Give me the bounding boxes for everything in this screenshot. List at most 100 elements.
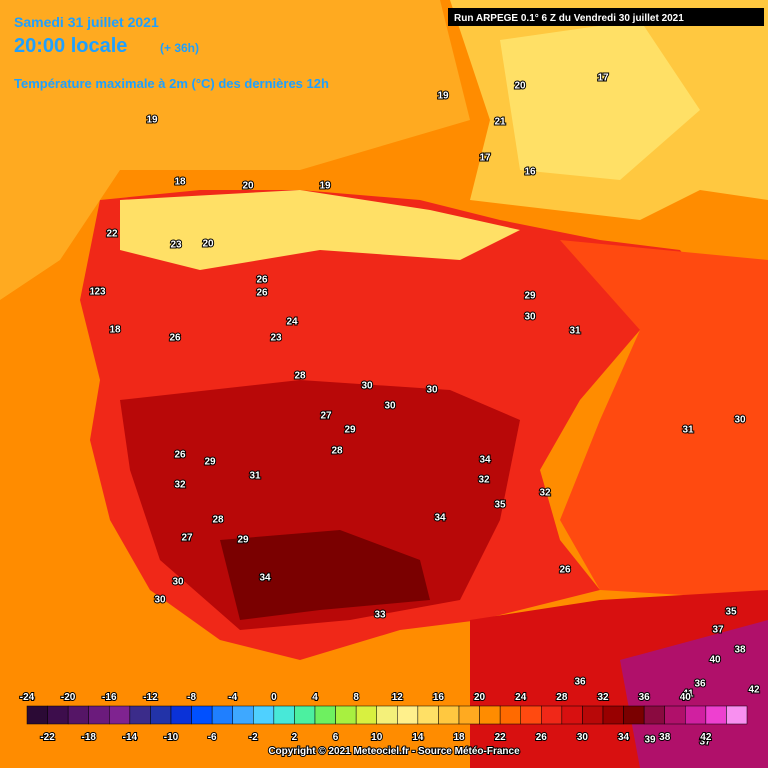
- date: Samedi 31 juillet 2021: [14, 14, 159, 30]
- colorbar-swatch: [335, 705, 357, 725]
- colorbar-swatch: [67, 705, 89, 725]
- colorbar-label: 38: [659, 732, 671, 743]
- temperature-label: 30: [734, 415, 746, 426]
- colorbar-label: -22: [40, 732, 55, 743]
- colorbar-swatch: [520, 705, 542, 725]
- colorbar-swatch: [232, 705, 254, 725]
- colorbar-swatch: [376, 705, 398, 725]
- colorbar-label: -12: [143, 692, 158, 703]
- colorbar-label: 32: [597, 692, 609, 703]
- temperature-label: 19: [319, 181, 331, 192]
- temperature-label: 32: [478, 475, 490, 486]
- temperature-label: 41: [682, 689, 694, 700]
- temperature-label: 31: [569, 326, 581, 337]
- temperature-label: 29: [204, 457, 216, 468]
- colorbar-swatch: [355, 705, 377, 725]
- temperature-label: 31: [249, 471, 261, 482]
- colorbar-label: 12: [392, 692, 404, 703]
- temperature-label: 36: [574, 677, 586, 688]
- colorbar-swatch: [685, 705, 707, 725]
- temperature-label: 21: [494, 117, 506, 128]
- colorbar-swatch: [150, 705, 172, 725]
- temperature-label: 39: [644, 735, 656, 746]
- colorbar-label: 40: [680, 692, 692, 703]
- run-box: [448, 8, 764, 26]
- colorbar-swatch: [664, 705, 686, 725]
- mediterranean: [560, 240, 768, 600]
- colorbar-label: -18: [81, 732, 96, 743]
- temperature-label: 31: [682, 425, 694, 436]
- france-cool: [500, 20, 700, 180]
- atlantic-north: [0, 0, 470, 300]
- colorbar-label: 24: [515, 692, 527, 703]
- colorbar: -24 -20 -16 -12 -8 -4 0 4 8 12 16 20 24 28 32 36 40-22 -1…: [19, 691, 748, 744]
- colorbar-swatch: [561, 705, 583, 725]
- temperature-label: 20: [514, 81, 526, 92]
- temperature-label: 17: [597, 73, 609, 84]
- colorbar-swatch: [602, 705, 624, 725]
- colorbar-label: 30: [577, 732, 589, 743]
- colorbar-label: -4: [228, 692, 237, 703]
- colorbar-swatch: [582, 705, 604, 725]
- temperature-label: 30: [154, 595, 166, 606]
- colorbar-label: -20: [61, 692, 76, 703]
- temperature-label: 37: [712, 625, 724, 636]
- temperature-label: 42: [748, 685, 760, 696]
- temperature-label: 30: [524, 312, 536, 323]
- temperature-label: 20: [242, 181, 254, 192]
- colorbar-label: -24: [20, 692, 35, 703]
- temperature-label: 28: [294, 371, 306, 382]
- colorbar-label: 4: [312, 692, 318, 703]
- colorbar-swatch: [458, 705, 480, 725]
- temperature-label: 23: [94, 287, 106, 298]
- temperature-label: 30: [426, 385, 438, 396]
- colorbar-swatch: [129, 705, 151, 725]
- temperature-label: 23: [270, 333, 282, 344]
- colorbar-swatch: [479, 705, 501, 725]
- temperature-label: 35: [494, 500, 506, 511]
- colorbar-swatch: [47, 705, 69, 725]
- colorbar-swatch: [499, 705, 521, 725]
- temperature-label: 36: [694, 679, 706, 690]
- colorbar-label: 6: [333, 732, 339, 743]
- temperature-label: 38: [734, 645, 746, 656]
- temperature-label: 34: [259, 573, 271, 584]
- temperature-label: 29: [344, 425, 356, 436]
- colorbar-label: 42: [700, 732, 712, 743]
- colorbar-label: 34: [618, 732, 630, 743]
- colorbar-swatch: [643, 705, 665, 725]
- colorbar-swatch: [623, 705, 645, 725]
- andalusia-hot: [220, 530, 430, 620]
- colorbar-swatch: [253, 705, 275, 725]
- temperature-label: 26: [559, 565, 571, 576]
- temperature-label: 32: [174, 480, 186, 491]
- temperature-label: 19: [146, 115, 158, 126]
- temperature-label: 26: [256, 275, 268, 286]
- colorbar-swatch: [541, 705, 563, 725]
- colorbar-label: 28: [556, 692, 568, 703]
- temperature-label: 26: [256, 288, 268, 299]
- colorbar-label: 36: [639, 692, 651, 703]
- colorbar-label: 0: [271, 692, 277, 703]
- colorbar-label: 14: [412, 732, 424, 743]
- temperature-label: 27: [320, 411, 332, 422]
- temperature-label: 40: [709, 655, 721, 666]
- colorbar-label: 8: [353, 692, 359, 703]
- colorbar-swatch: [88, 705, 110, 725]
- colorbar-swatch: [26, 705, 48, 725]
- colorbar-label: 20: [474, 692, 486, 703]
- temperature-label: 30: [361, 381, 373, 392]
- colorbar-label: 22: [495, 732, 507, 743]
- temperature-label: 29: [237, 535, 249, 546]
- colorbar-label: -14: [123, 732, 138, 743]
- cantabria-cool: [120, 190, 520, 270]
- temperature-label: 18: [109, 325, 121, 336]
- colorbar-swatch: [191, 705, 213, 725]
- parameter: Température maximale à 2m (°C) des derni…: [14, 76, 329, 91]
- temperature-label: 19: [437, 91, 449, 102]
- temperature-label: 26: [169, 333, 181, 344]
- colorbar-label: -6: [208, 732, 217, 743]
- temperature-label: 17: [479, 153, 491, 164]
